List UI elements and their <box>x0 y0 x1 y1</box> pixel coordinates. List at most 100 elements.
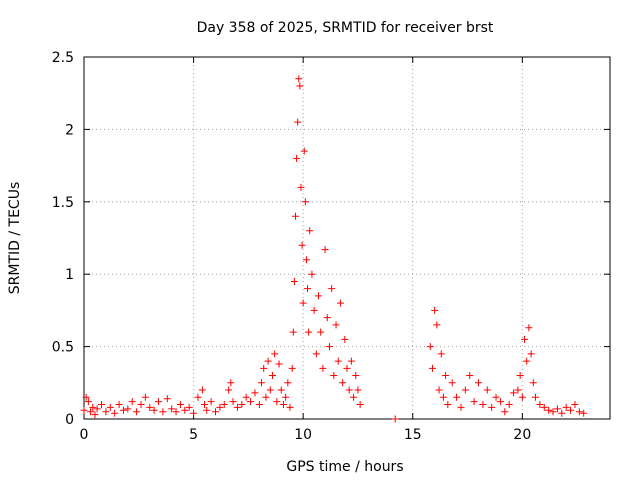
data-point <box>290 277 298 285</box>
data-point <box>312 350 320 358</box>
data-point <box>115 401 123 409</box>
data-point <box>305 328 313 336</box>
data-point <box>155 398 163 406</box>
data-point <box>275 360 283 368</box>
data-point <box>119 406 127 414</box>
data-point <box>159 408 167 416</box>
grid-lines <box>84 57 610 419</box>
data-point <box>428 364 436 372</box>
data-point <box>529 379 537 387</box>
data-point <box>352 372 360 380</box>
data-point <box>523 357 531 365</box>
data-point <box>580 409 588 417</box>
x-tick-label: 20 <box>513 427 531 443</box>
data-point <box>516 372 524 380</box>
data-point <box>141 393 149 401</box>
data-point <box>266 386 274 394</box>
data-point <box>549 408 557 416</box>
data-point <box>203 406 211 414</box>
y-tick-label: 1 <box>65 267 74 283</box>
data-point <box>163 395 171 403</box>
y-tick-label: 2 <box>65 122 74 138</box>
data-point <box>339 379 347 387</box>
data-point <box>334 357 342 365</box>
x-tick-label: 5 <box>189 427 198 443</box>
data-point <box>93 405 101 413</box>
x-tick-label: 0 <box>80 427 89 443</box>
data-point <box>111 409 119 417</box>
x-axis-label: GPS time / hours <box>286 459 403 475</box>
data-point <box>310 306 318 314</box>
data-point <box>150 406 158 414</box>
data-point <box>262 393 270 401</box>
data-point <box>536 401 544 409</box>
data-point <box>293 154 301 162</box>
data-point <box>102 408 110 416</box>
data-point <box>341 335 349 343</box>
y-axis-label: SRMTID / TECUs <box>7 182 23 295</box>
data-point <box>229 398 237 406</box>
data-point <box>545 406 553 414</box>
data-points <box>80 75 588 423</box>
x-tick-label: 10 <box>294 427 312 443</box>
data-point <box>470 398 478 406</box>
data-point <box>540 403 548 411</box>
data-point <box>518 393 526 401</box>
data-point <box>325 343 333 351</box>
data-point <box>295 75 303 83</box>
data-point <box>527 350 535 358</box>
data-point <box>98 401 106 409</box>
data-point <box>268 372 276 380</box>
data-point <box>439 393 447 401</box>
data-point <box>294 118 302 126</box>
data-point <box>255 401 263 409</box>
data-point <box>319 364 327 372</box>
data-point <box>201 401 209 409</box>
data-point <box>343 364 351 372</box>
data-point <box>336 299 344 307</box>
data-point <box>457 403 465 411</box>
y-tick-label: 1.5 <box>52 195 74 211</box>
data-point <box>431 306 439 314</box>
data-point <box>133 408 141 416</box>
data-point <box>433 321 441 329</box>
data-point <box>194 393 202 401</box>
data-point <box>264 357 272 365</box>
data-point <box>302 256 310 264</box>
data-point <box>288 364 296 372</box>
data-point <box>306 227 314 235</box>
data-point <box>124 405 132 413</box>
data-point <box>571 401 579 409</box>
data-point <box>89 403 97 411</box>
data-point <box>172 408 180 416</box>
data-point <box>289 328 297 336</box>
x-tick-label: 15 <box>404 427 422 443</box>
data-point <box>510 389 518 397</box>
data-point <box>284 379 292 387</box>
data-point <box>488 403 496 411</box>
data-point <box>84 398 92 406</box>
data-point <box>87 408 95 416</box>
data-point <box>315 292 323 300</box>
data-point <box>347 357 355 365</box>
data-point <box>356 401 364 409</box>
data-point <box>483 386 491 394</box>
data-point <box>273 398 281 406</box>
plot-frame <box>83 56 611 420</box>
data-point <box>82 393 90 401</box>
data-point <box>435 386 443 394</box>
data-point <box>258 379 266 387</box>
data-point <box>330 372 338 380</box>
data-point <box>106 403 114 411</box>
data-point <box>437 350 445 358</box>
data-point <box>321 246 329 254</box>
data-point <box>190 409 198 417</box>
data-point <box>282 393 290 401</box>
y-tick-label: 0.5 <box>52 340 74 356</box>
data-point <box>466 372 474 380</box>
data-point <box>575 408 583 416</box>
data-point <box>128 398 136 406</box>
data-point <box>220 401 228 409</box>
data-point <box>567 406 575 414</box>
